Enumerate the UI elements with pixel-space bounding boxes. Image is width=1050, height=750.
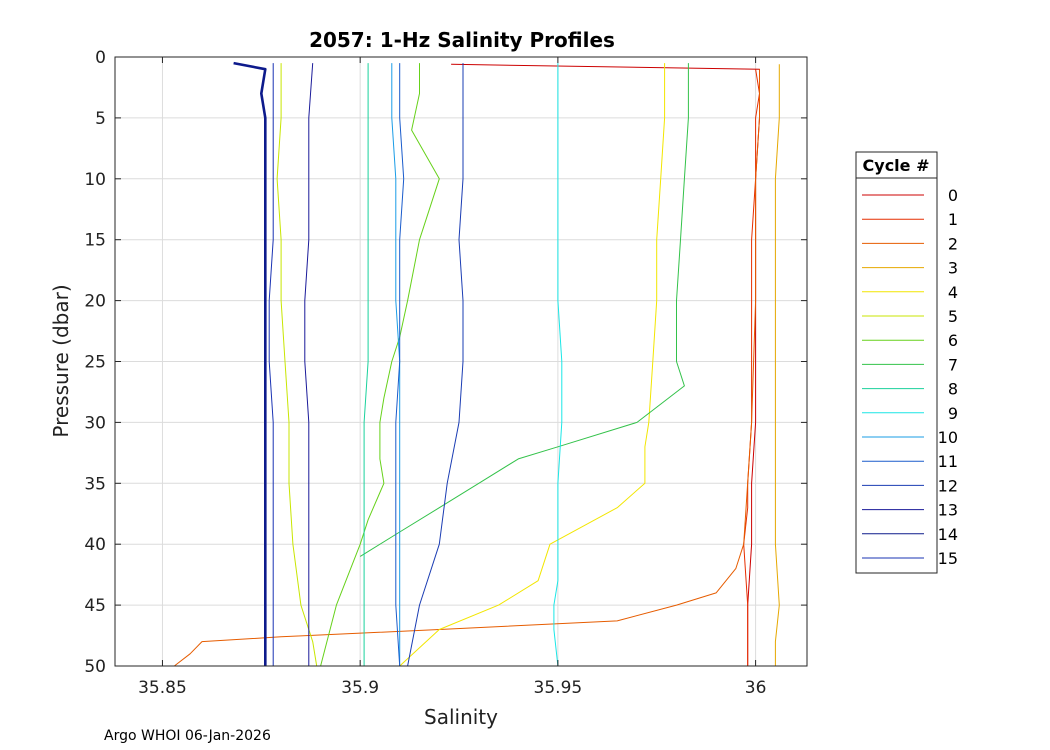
- y-tick-label: 25: [84, 353, 106, 373]
- y-tick-label: 10: [84, 170, 106, 190]
- y-tick-label: 35: [84, 474, 106, 494]
- x-tick-label: 35.85: [138, 678, 187, 698]
- series-line-cycle-8: [363, 63, 369, 666]
- legend-label-cycle-7: 7: [948, 355, 958, 374]
- legend-label-cycle-15: 15: [938, 549, 958, 568]
- x-tick-label: 35.9: [341, 678, 379, 698]
- axis-ticks: 35.85 35.9 35.95 36 0 5 10 15 20 25 30 35 40 45 50: [84, 48, 807, 698]
- series-lines: [173, 61, 780, 667]
- y-tick-label: 0: [95, 48, 106, 68]
- legend-label-cycle-10: 10: [938, 428, 958, 447]
- legend-label-cycle-14: 14: [938, 525, 958, 544]
- legend-label-cycle-6: 6: [948, 331, 958, 350]
- footer-credit: Argo WHOI 06-Jan-2026: [104, 728, 271, 744]
- series-line-cycle-3: [774, 64, 780, 666]
- x-tick-label: 35.95: [534, 678, 583, 698]
- legend-label-cycle-0: 0: [948, 186, 958, 205]
- series-line-cycle-15: [268, 63, 274, 666]
- legend-label-cycle-9: 9: [948, 404, 958, 423]
- series-line-cycle-9: [553, 63, 563, 667]
- legend-label-cycle-8: 8: [948, 380, 958, 399]
- legend-label-cycle-12: 12: [938, 476, 958, 495]
- series-line-cycle-5: [276, 63, 318, 667]
- legend-label-cycle-2: 2: [948, 234, 958, 253]
- grid-lines: [115, 56, 807, 667]
- legend-title: Cycle #: [863, 156, 930, 175]
- legend-label-cycle-13: 13: [938, 501, 958, 520]
- series-line-cycle-12: [407, 63, 464, 667]
- series-line-cycle-0: [451, 63, 760, 666]
- series-line-cycle-14: [233, 61, 267, 666]
- y-tick-label: 30: [84, 413, 106, 433]
- x-axis-title: Salinity: [424, 705, 498, 729]
- legend-label-cycle-5: 5: [948, 307, 958, 326]
- series-line-cycle-7: [359, 63, 689, 557]
- series-line-cycle-6: [320, 63, 440, 667]
- legend-label-cycle-4: 4: [948, 283, 958, 302]
- y-tick-label: 20: [84, 292, 106, 312]
- y-tick-label: 5: [95, 109, 106, 129]
- legend-label-cycle-11: 11: [938, 452, 958, 471]
- series-line-cycle-2: [173, 69, 760, 667]
- series-line-cycle-4: [399, 63, 666, 667]
- legend-label-cycle-3: 3: [948, 259, 958, 278]
- legend-label-cycle-1: 1: [948, 210, 958, 229]
- series-line-cycle-13: [304, 63, 314, 666]
- y-tick-label: 15: [84, 231, 106, 251]
- y-axis-title: Pressure (dbar): [49, 284, 73, 437]
- legend-box: [855, 151, 938, 574]
- y-tick-label: 40: [84, 535, 106, 555]
- series-line-cycle-11: [395, 63, 405, 667]
- x-tick-label: 36: [745, 678, 767, 698]
- y-tick-label: 50: [84, 657, 106, 677]
- chart-title: 2057: 1-Hz Salinity Profiles: [309, 28, 615, 52]
- y-tick-label: 45: [84, 596, 106, 616]
